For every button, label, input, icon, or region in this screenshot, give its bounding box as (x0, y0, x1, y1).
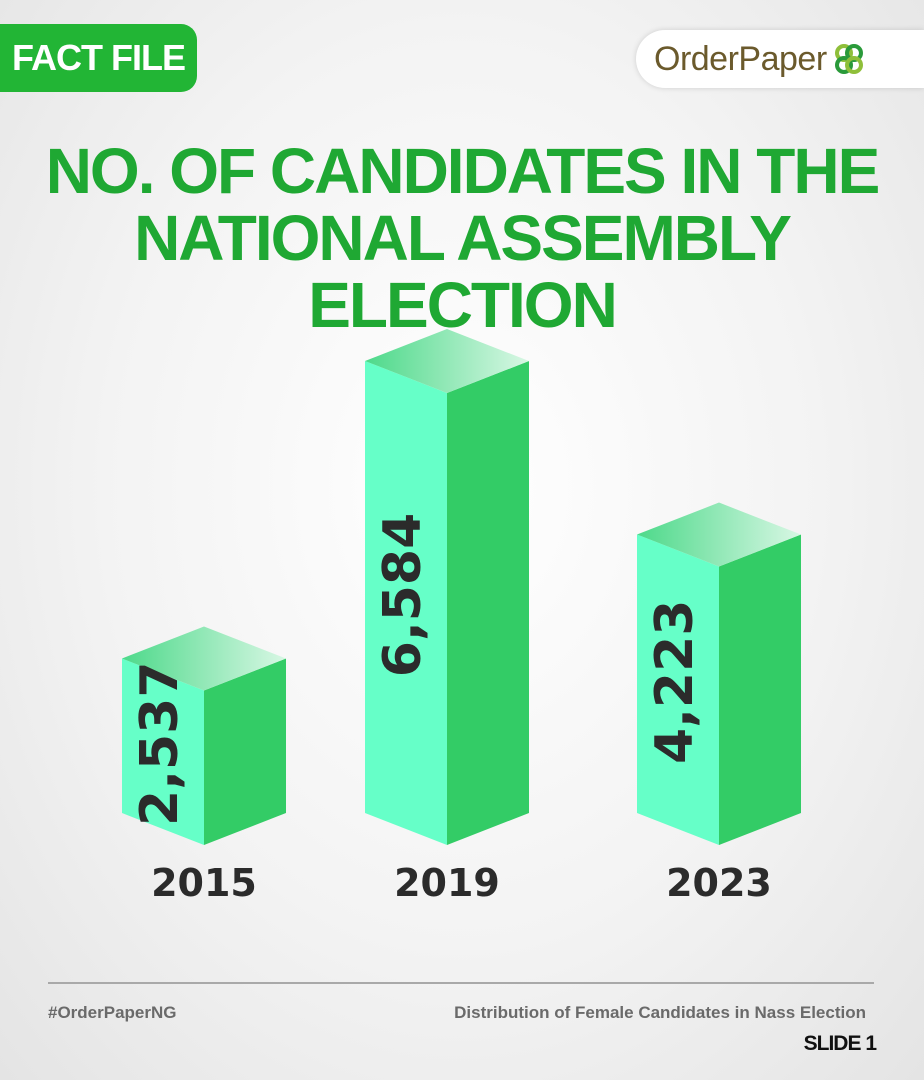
bar-side-face (447, 361, 529, 845)
bar-front-face (637, 534, 719, 845)
logo-text: OrderPaper (654, 39, 827, 78)
fact-file-badge: FACT FILE (0, 24, 197, 92)
bar-chart: 2,537 6,584 4,223 2015 2019 2023 (122, 329, 801, 905)
bar-value-label: 4,223 (645, 600, 705, 764)
page-title: NO. OF CANDIDATES IN THE NATIONAL ASSEMB… (0, 138, 924, 339)
bar-top-face (122, 626, 286, 691)
year-label-2015: 2015 (151, 861, 257, 905)
footer-divider (48, 982, 874, 984)
bar-2019: 6,584 (365, 329, 529, 845)
bar-side-face (719, 534, 801, 845)
year-label-2019: 2019 (394, 861, 500, 905)
bar-2023: 4,223 (637, 502, 801, 845)
x-axis-labels: 2015 2019 2023 (151, 861, 772, 905)
bar-top-face (637, 502, 801, 567)
title-line-1: NO. OF CANDIDATES IN THE (45, 135, 881, 207)
footnote-text: Distribution of Female Candidates in Nas… (454, 1003, 866, 1022)
slide-number: SLIDE 1 (803, 1032, 877, 1055)
bar-value-label: 6,584 (373, 513, 433, 677)
bar-side-face (204, 658, 286, 845)
bar-2015: 2,537 (122, 626, 286, 845)
logo-knot-icon (834, 44, 863, 74)
bar-front-face (365, 361, 447, 845)
bar-front-face (122, 658, 204, 845)
bar-value-label: 2,537 (130, 662, 190, 826)
title-line-2: NATIONAL ASSEMBLY ELECTION (134, 202, 792, 341)
hashtag-text: #OrderPaperNG (48, 1003, 177, 1022)
year-label-2023: 2023 (666, 861, 772, 905)
bar-top-face (365, 329, 529, 393)
bars-group: 2,537 6,584 4,223 (122, 329, 801, 845)
orderpaper-logo: OrderPaper (636, 30, 924, 88)
